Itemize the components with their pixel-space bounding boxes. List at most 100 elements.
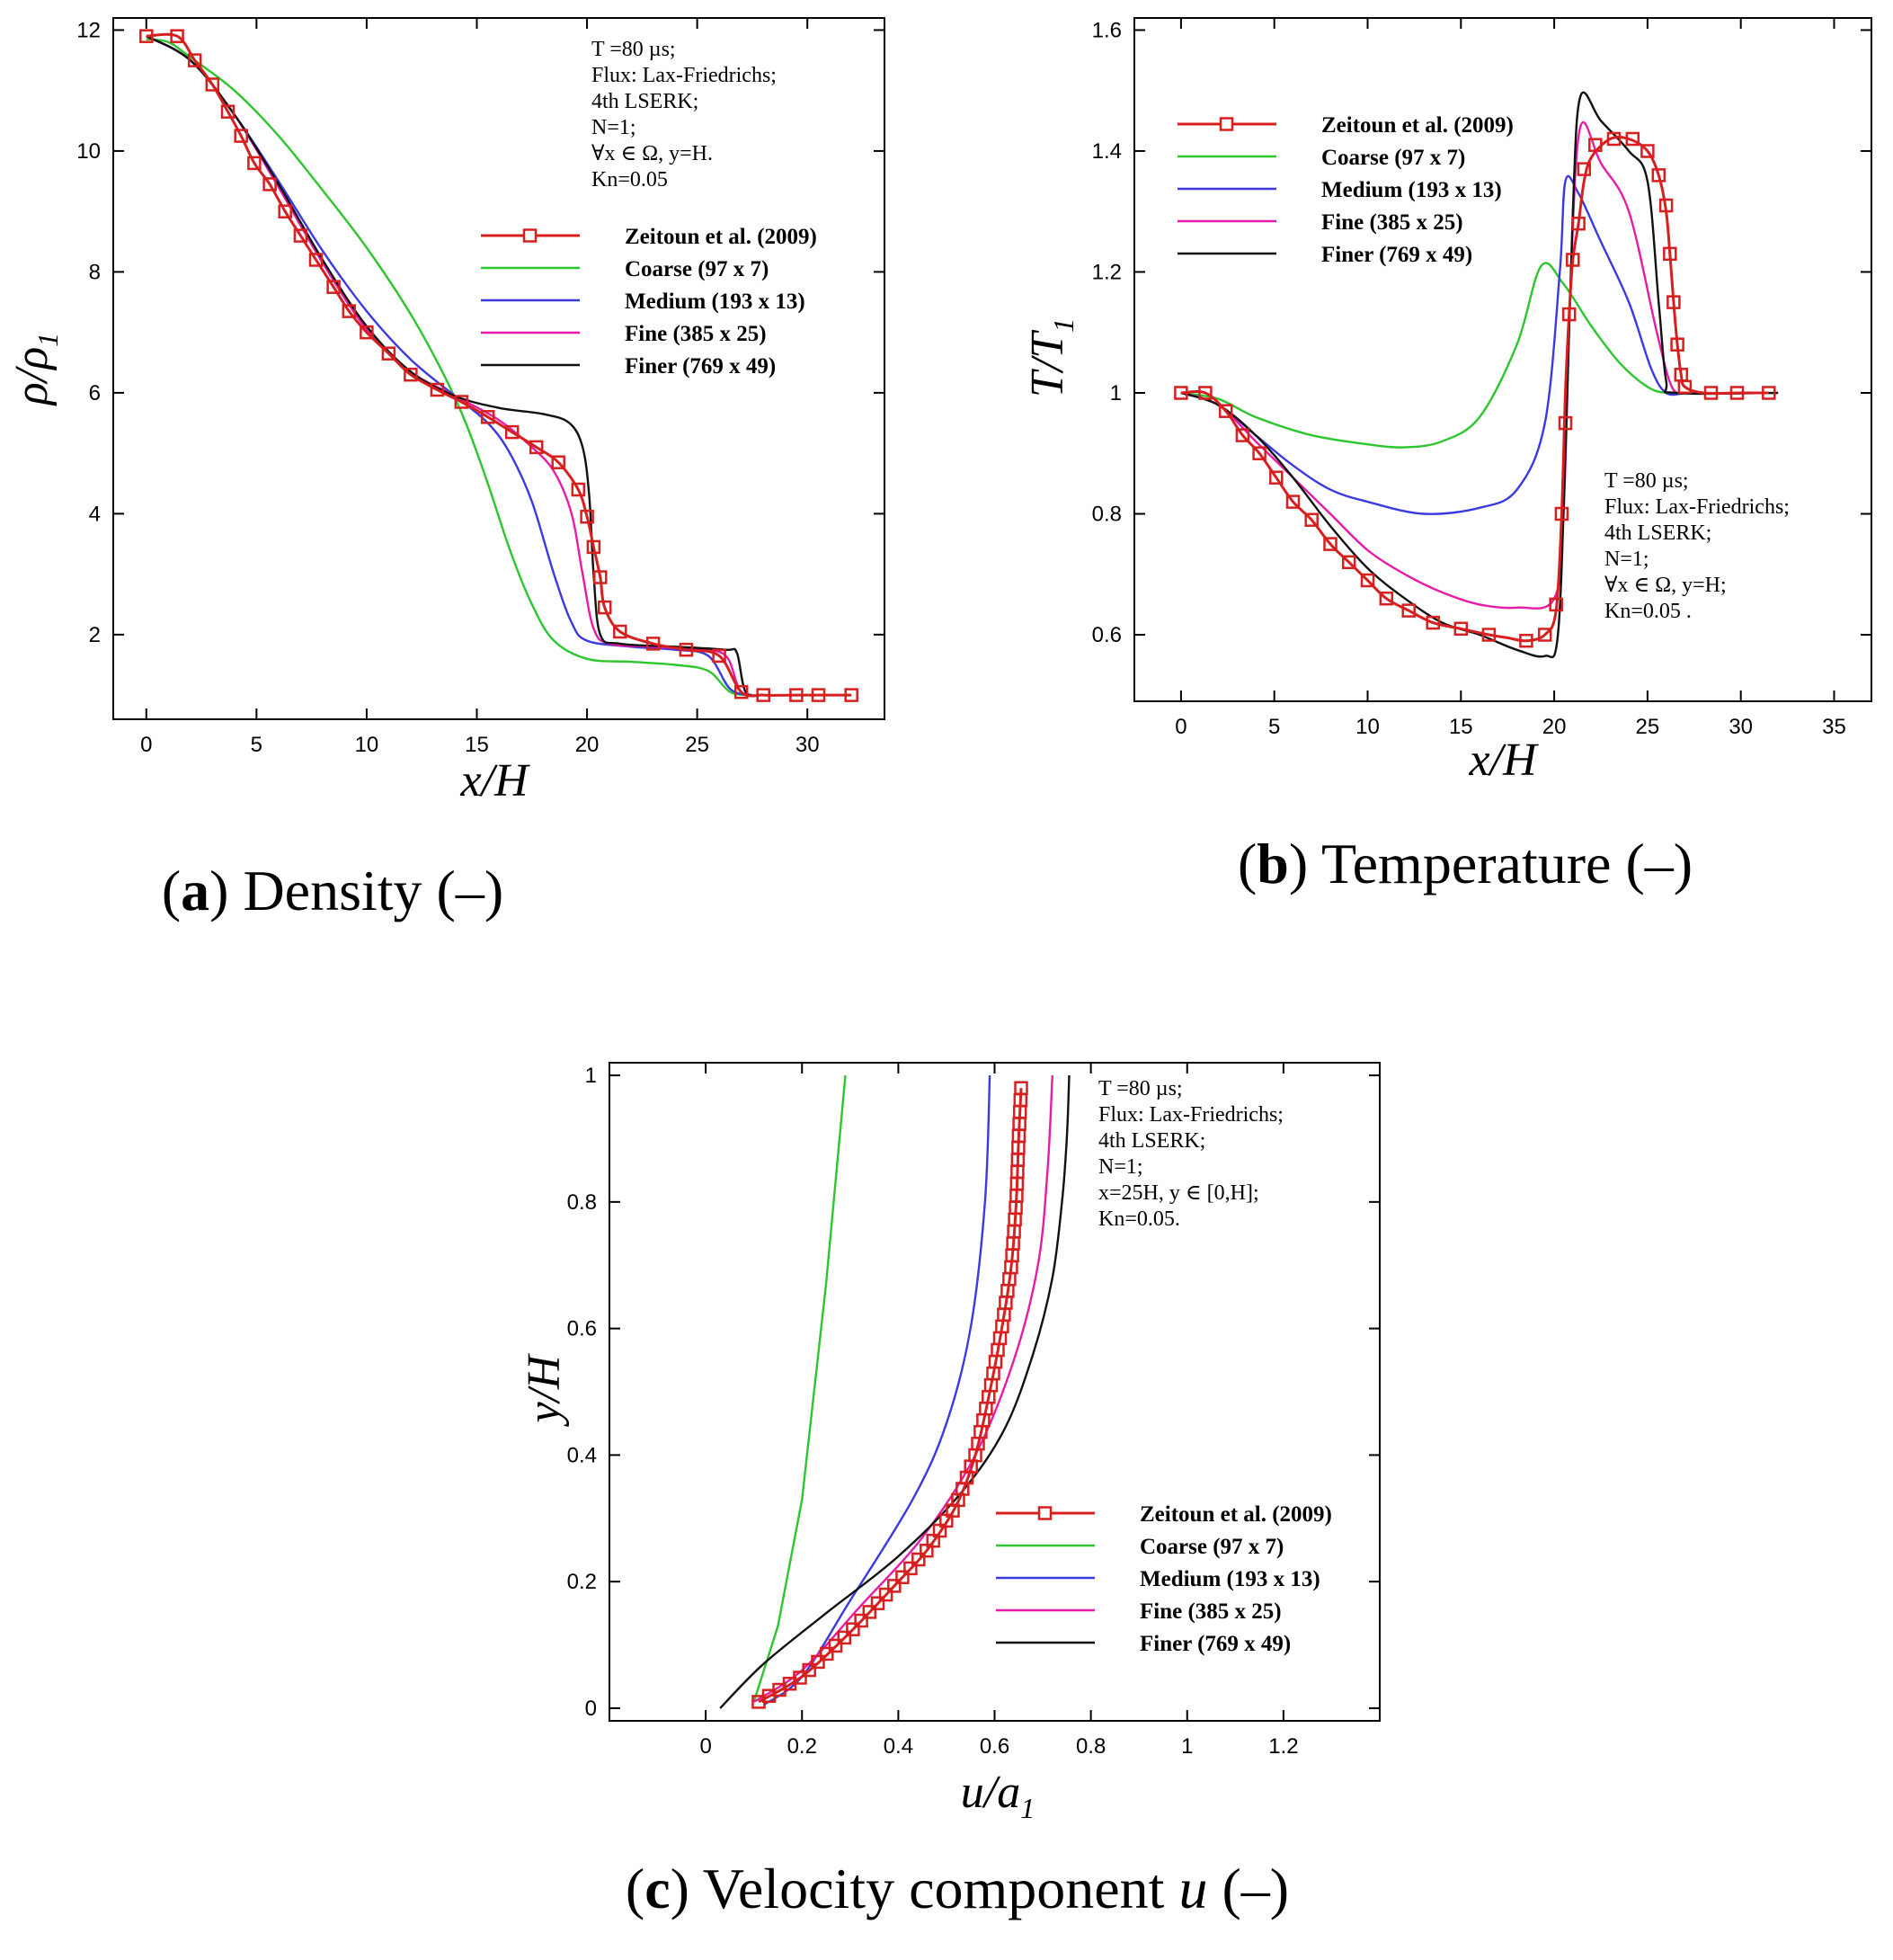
y-axis-label: y/H <box>519 1353 570 1428</box>
series-marker <box>844 688 858 702</box>
series-marker <box>430 382 445 397</box>
annotation-line: N=1; <box>591 116 636 139</box>
x-tick-label: 15 <box>1449 715 1473 739</box>
series-marker <box>293 228 308 243</box>
y-tick-label: 1 <box>1110 381 1122 405</box>
x-tick-label: 30 <box>1729 715 1753 739</box>
series-marker <box>593 570 608 584</box>
caption-a-text: Density (–) <box>243 859 503 922</box>
caption-b-letter: b <box>1257 832 1289 895</box>
x-tick-label: 0.4 <box>884 1734 913 1759</box>
legend-label: Zeitoun et al. (2009) <box>1321 113 1514 138</box>
series-marker <box>170 29 184 43</box>
series-marker <box>187 53 202 67</box>
series-marker <box>1218 404 1233 418</box>
y-axis-label-text: T/T <box>1022 330 1073 397</box>
series-line-4 <box>719 1075 1071 1709</box>
x-tick-label: 5 <box>1268 715 1280 739</box>
series-marker <box>1323 537 1338 551</box>
series-marker <box>1566 253 1580 267</box>
x-axis-label: x/H <box>1468 735 1539 786</box>
panel-c-velocity-chart: 0 0.2 0.4 0.6 0.8 1 1.200.20.40.60.81u/a1y/HT … <box>519 1062 1381 1824</box>
series-marker <box>1401 603 1416 618</box>
legend-marker <box>522 228 538 243</box>
x-tick-label: 20 <box>575 733 600 757</box>
x-tick-label: 10 <box>355 733 379 757</box>
series-marker <box>1379 591 1394 606</box>
x-tick-label: 10 <box>1355 715 1380 739</box>
legend: Zeitoun et al. (2009) Coarse (97 x 7) Medi… <box>1178 113 1514 267</box>
x-axis-label-subscript: 1 <box>1020 1792 1035 1824</box>
series-marker <box>1571 216 1586 231</box>
series-marker <box>1304 512 1319 527</box>
y-tick-label: 6 <box>89 381 101 405</box>
series-marker <box>1606 131 1622 147</box>
series-line-2 <box>762 1075 991 1706</box>
legend: Zeitoun et al. (2009) Coarse (97 x 7) Medi… <box>481 225 817 379</box>
legend-label: Zeitoun et al. (2009) <box>1140 1502 1332 1527</box>
legend-label: Medium (193 x 13) <box>1321 178 1502 202</box>
series-marker <box>205 77 220 92</box>
series-marker <box>862 1605 877 1619</box>
series-marker <box>139 29 154 43</box>
series-marker <box>1360 573 1375 588</box>
series-marker <box>1174 386 1188 400</box>
series-line-2 <box>1180 174 1685 515</box>
series-marker <box>870 1596 885 1610</box>
plot-frame <box>112 17 885 720</box>
y-tick-label: 0.2 <box>567 1570 597 1594</box>
series-marker <box>234 129 248 143</box>
y-tick-label: 4 <box>89 502 101 526</box>
series-line-0 <box>1180 135 1769 643</box>
series-marker <box>1670 337 1684 352</box>
series-marker <box>480 410 495 424</box>
series-marker <box>1640 144 1655 158</box>
y-tick-label: 0.8 <box>1092 503 1122 527</box>
series-marker <box>597 600 612 615</box>
series-marker <box>811 688 826 702</box>
series-line-4 <box>1180 91 1779 659</box>
series-marker <box>247 156 262 171</box>
y-tick-label: 1.4 <box>1092 139 1122 164</box>
series-marker <box>679 642 694 657</box>
x-tick-label: 0 <box>140 733 152 757</box>
annotation: T =80 µs; Flux: Lax-Friedrichs; 4th LSERK;… <box>1604 469 1790 623</box>
y-tick-label: 0.6 <box>1092 623 1122 647</box>
series-marker <box>895 1570 910 1584</box>
annotation-line: x=25H, y ∈ [0,H]; <box>1098 1181 1259 1205</box>
x-axis-label: x/H <box>459 755 530 806</box>
series-marker <box>1666 295 1681 309</box>
legend-label: Fine (385 x 25) <box>1321 210 1463 235</box>
series-line-1 <box>1180 262 1685 449</box>
series-marker <box>911 1552 926 1567</box>
caption-b: (b) Temperature (–) <box>1238 832 1693 895</box>
panel-a-density-chart: 0 5 10 15 20 25 30 2 4 6 8 10 12 x/H ρ/ρ1 T =80 µs; Flux… <box>6 17 885 806</box>
caption-c: (c) Velocity component u (–) <box>626 1857 1289 1920</box>
series-marker <box>342 304 357 318</box>
legend-label: Medium (193 x 13) <box>625 290 805 314</box>
series-marker <box>1703 386 1719 400</box>
series-marker <box>1588 138 1603 152</box>
annotation-line: Kn=0.05 <box>591 168 668 192</box>
legend-label: Finer (769 x 49) <box>625 354 776 379</box>
series-marker <box>360 325 374 340</box>
series-marker <box>613 624 627 639</box>
series-marker <box>1481 628 1497 642</box>
series-marker <box>1554 506 1569 521</box>
x-axis-label: u/a1 <box>961 1767 1035 1824</box>
annotation-line: T =80 µs; <box>591 38 676 61</box>
annotation-line: ∀x ∈ Ω, y=H; <box>1604 574 1727 597</box>
series-marker <box>1285 494 1301 509</box>
series-line-3 <box>1180 120 1685 610</box>
caption-c-suffix: (–) <box>1222 1857 1289 1920</box>
legend-label: Coarse (97 x 7) <box>1321 146 1465 170</box>
legend-label: Coarse (97 x 7) <box>625 257 769 281</box>
series-marker <box>820 1646 834 1662</box>
y-tick-label: 0.4 <box>567 1443 597 1467</box>
legend-label: Finer (769 x 49) <box>1321 243 1472 267</box>
y-axis-label-subscript: 1 <box>1047 318 1080 333</box>
series-marker <box>1014 1081 1028 1095</box>
caption-c-text: Velocity component <box>703 1857 1165 1920</box>
series-marker <box>733 684 749 699</box>
series-marker <box>1537 628 1552 642</box>
